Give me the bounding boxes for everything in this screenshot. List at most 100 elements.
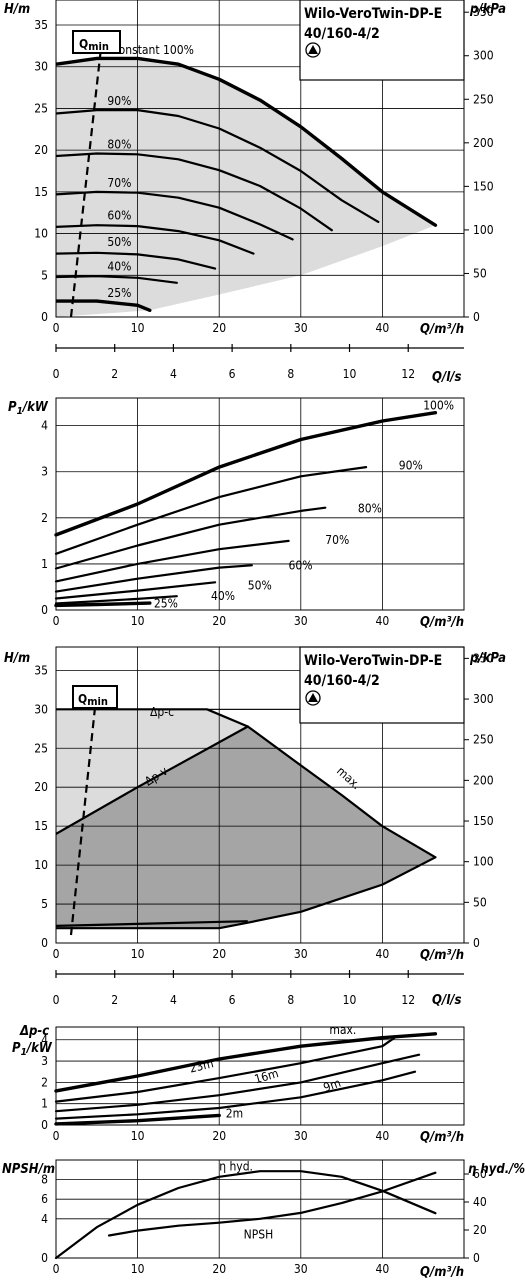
hq2-y2tick-100: 100 (473, 855, 494, 869)
hq1-y2tick-250: 250 (473, 92, 494, 106)
p2-series-group: max. 23m 16m 9m 2m (54, 1023, 438, 1126)
hq1-series-group: n=constant 100% 90% 80% 70% 60% 50% 40% 25% (56, 43, 438, 312)
hq1-xtick-0: 0 (53, 321, 60, 335)
hq2-xtick-0: 0 (53, 947, 60, 961)
npsh-ticks: 0 10 20 30 40 0 4 6 8 0 20 40 60 (41, 1167, 487, 1276)
npsh-ytick-0: 0 (41, 1251, 48, 1265)
hq1-curve-70 (56, 190, 294, 241)
p1-curve-80 (54, 506, 327, 570)
hq1-curve-90 (56, 109, 380, 223)
p1-axis-unit: /kW (21, 400, 49, 415)
p1-q-axis-label: Q/m³/h (420, 615, 464, 630)
chart-title: Wilo-VeroTwin-DP-E (304, 6, 442, 22)
p1-plot-frame (55, 397, 465, 611)
p1-ytick-1: 1 (41, 557, 48, 571)
p2-label-9m: 9m (322, 1076, 343, 1095)
p2-label-23m: 23m (188, 1056, 215, 1075)
hq1-ytick-20: 20 (34, 143, 48, 157)
qmin-q: Q (79, 37, 88, 51)
p2-q-axis-label: Q/m³/h (420, 1130, 464, 1145)
p2-axis-label: P1/kW (12, 1041, 53, 1058)
hq2-y2tick-50: 50 (473, 895, 487, 909)
hq1-curve-n-constant-100 (56, 56, 438, 227)
q-axis-label: Q/m³/h (420, 322, 464, 337)
npsh-curve-hyd (54, 1170, 437, 1260)
p1-ytick-2: 2 (41, 511, 48, 525)
p1-ytick-3: 3 (41, 465, 48, 479)
p1-chart-1: 100% 90% 80% 70% 60% 50% 40% 25% 0 10 20 30 40 0 1 2 3 4… (8, 397, 465, 630)
p2-xtick-40: 40 (376, 1129, 390, 1143)
p1-curve-90 (54, 466, 368, 555)
p2-axis-unit: /kW (25, 1041, 53, 1056)
p2-ytick-1: 1 (41, 1097, 48, 1111)
hq1-y2tick-100: 100 (473, 223, 494, 237)
dpc-label: Δp-c (150, 705, 174, 719)
q-axis-label-2: Q/m³/h (420, 948, 464, 963)
p2-label-16m: 16m (253, 1066, 280, 1086)
npsh-axis-label: NPSH/m (2, 1162, 55, 1177)
p2-ytick-3: 3 (41, 1054, 48, 1068)
hq2-y2tick-0: 0 (473, 936, 480, 950)
p1-xtick-30: 30 (294, 614, 308, 628)
hq1-curve-80 (56, 152, 333, 232)
p1-xtick-40: 40 (376, 614, 390, 628)
p1-xtick-0: 0 (53, 614, 60, 628)
npsh-xtick-10: 10 (131, 1262, 145, 1276)
p1-axis-p: P (8, 400, 17, 415)
p1-ytick-4: 4 (41, 419, 48, 433)
p2-ytick-2: 2 (41, 1075, 48, 1089)
p2-plot-frame (55, 1026, 465, 1126)
hq2-y2tick-150: 150 (473, 814, 494, 828)
hq2-ytick-20: 20 (34, 780, 48, 794)
hq2-ytick-0: 0 (41, 936, 48, 950)
qmin-label-2: Qmin (78, 692, 108, 708)
hq1-label-40: 40% (107, 259, 131, 273)
p2-curve-16m (54, 1053, 421, 1113)
hq2-plot-frame (55, 646, 465, 944)
qmin-box (72, 30, 121, 54)
p1-label-100: 100% (423, 399, 454, 413)
qls1-tick-8: 8 (287, 367, 294, 381)
hq2-xtick-10: 10 (131, 947, 145, 961)
hq2-ticks: 0 10 20 30 400510152025303505010015020025030… (34, 651, 493, 961)
hq1-y2tick-150: 150 (473, 179, 494, 193)
qls2-tick-0: 0 (53, 993, 60, 1007)
npsh-y2tick-40: 40 (473, 1195, 487, 1209)
hq2-xtick-30: 30 (294, 947, 308, 961)
hq1-xtick-40: 40 (376, 321, 390, 335)
hq1-xtick-10: 10 (131, 321, 145, 335)
hq1-label-70: 70% (107, 176, 131, 190)
p2-curve-max (54, 1032, 438, 1093)
hq2-ytick-35: 35 (34, 663, 48, 677)
dpc-axis-label: Δp-c (19, 1024, 49, 1039)
qls1-tick-6: 6 (229, 367, 236, 381)
p2-curve-2m (54, 1113, 221, 1126)
hq1-ytick-10: 10 (34, 227, 48, 241)
hq1-ytick-35: 35 (34, 18, 48, 32)
hq2-y2tick-300: 300 (473, 692, 494, 706)
hq1-label-60: 60% (107, 208, 131, 222)
hq-chart-1: n=constant 100% 90% 80% 70% 60% 50% 40% 25% 0 10… (4, 0, 506, 337)
qls2-tick-8: 8 (287, 993, 294, 1007)
qmin-label: Qmin (79, 37, 109, 53)
dpc-range-area (56, 709, 248, 834)
qmin-sub-2: min (87, 695, 108, 708)
p1-label-90: 90% (399, 458, 423, 472)
hq2-ytick-30: 30 (34, 702, 48, 716)
qls2-tick-6: 6 (229, 993, 236, 1007)
npsh-curve-npsh (107, 1171, 437, 1237)
p2-axis-sub: 1 (21, 1047, 27, 1058)
npsh-q-axis-label: Q/m³/h (420, 1265, 464, 1280)
p1-curve-100 (54, 411, 438, 537)
operating-range-area (56, 58, 436, 317)
p2-label-2m: 2m (226, 1107, 243, 1121)
hq1-label-25: 25% (107, 286, 131, 300)
p1-curve-25 (54, 601, 152, 608)
qls1-tick-2: 2 (111, 367, 118, 381)
h-axis-label-2: H/m (4, 651, 30, 666)
hq1-xtick-20: 20 (212, 321, 226, 335)
p2-xtick-20: 20 (212, 1129, 226, 1143)
p2-ytick-4: 4 (41, 1033, 48, 1047)
npsh-grid (56, 1160, 464, 1258)
hq2-ytick-25: 25 (34, 741, 48, 755)
